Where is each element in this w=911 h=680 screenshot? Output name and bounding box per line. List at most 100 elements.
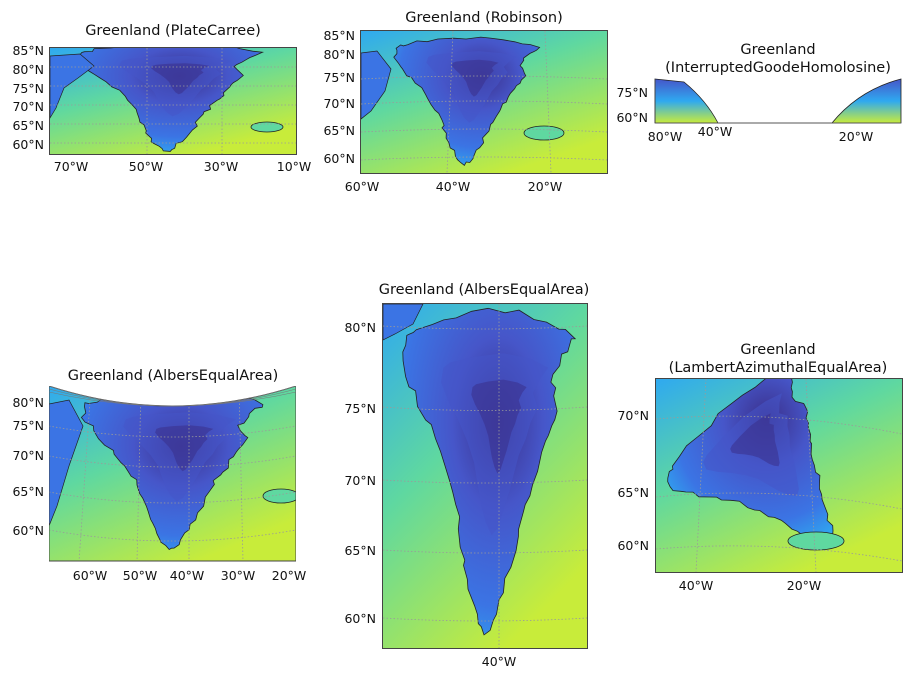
lon-tick-label: 40°W — [481, 654, 517, 669]
graticule-line — [136, 386, 142, 561]
map-clip-group — [49, 386, 296, 561]
panel-title-albers-wide: Greenland (AlbersEqualArea) — [67, 368, 279, 384]
iceland-landmass — [250, 121, 284, 133]
lon-tick-label: 50°W — [128, 159, 164, 174]
lat-tick-label: 65°N — [12, 118, 44, 133]
map-canvas — [383, 304, 587, 648]
lon-tick-label: 40°W — [697, 124, 733, 139]
graticule-line — [361, 75, 607, 80]
map-panel-platecarree — [49, 47, 297, 155]
lat-tick-label: 60°N — [12, 137, 44, 152]
lon-tick-label: 20°W — [271, 568, 307, 583]
map-panel-albers-wide — [49, 386, 296, 562]
graticule-line — [383, 479, 587, 484]
elevation-contour — [155, 425, 214, 472]
lon-tick-label: 40°W — [435, 179, 471, 194]
graticule-line — [238, 386, 244, 561]
graticule-line — [383, 549, 587, 554]
canadian-arctic-islands — [49, 399, 84, 527]
panel-title-goode-line2: (InterruptedGoodeHomolosine) — [665, 60, 891, 76]
map-panel-laea — [655, 378, 903, 573]
graticule-line — [805, 379, 817, 572]
lat-tick-label: 60°N — [12, 523, 44, 538]
lat-tick-label: 75°N — [12, 418, 44, 433]
iceland-landmass — [523, 125, 565, 141]
elevation-contour — [451, 59, 499, 97]
panel-title-laea-line1: Greenland — [740, 342, 816, 358]
lon-tick-label: 30°W — [220, 568, 256, 583]
panel-title-laea-line2: (LambertAzimuthalEqualArea) — [668, 360, 888, 376]
lat-tick-label: 80°N — [323, 47, 355, 62]
lat-tick-label: 75°N — [344, 401, 376, 416]
lat-tick-label: 65°N — [617, 485, 649, 500]
panel-title-platecarree: Greenland (PlateCarree) — [85, 23, 261, 39]
lat-tick-label: 65°N — [323, 123, 355, 138]
lon-tick-label: 10°W — [276, 159, 312, 174]
graticule-line — [383, 617, 587, 622]
lat-tick-label: 60°N — [617, 538, 649, 553]
graticule-line — [383, 406, 587, 411]
graticule-line — [656, 415, 902, 435]
lat-tick-label: 75°N — [616, 85, 648, 100]
map-panel-robinson — [360, 30, 608, 174]
lat-tick-label: 60°N — [344, 611, 376, 626]
lat-tick-label: 65°N — [12, 484, 44, 499]
lat-tick-label: 85°N — [12, 43, 44, 58]
lat-tick-label: 80°N — [12, 62, 44, 77]
lat-tick-label: 85°N — [323, 28, 355, 43]
map-canvas — [361, 31, 607, 173]
lat-tick-label: 70°N — [323, 96, 355, 111]
lon-tick-label: 60°W — [72, 568, 108, 583]
iceland-landmass — [787, 531, 845, 551]
lon-tick-label: 50°W — [122, 568, 158, 583]
projection-boundary — [49, 391, 296, 407]
lon-tick-label: 40°W — [678, 578, 714, 593]
lat-tick-label: 70°N — [344, 473, 376, 488]
graticule-line — [49, 529, 296, 542]
lat-tick-label: 75°N — [323, 70, 355, 85]
graticule-line — [361, 156, 607, 161]
lat-tick-label: 60°N — [616, 110, 648, 125]
graticule-line — [656, 545, 902, 562]
graticule-line — [446, 31, 454, 173]
goode-west-lobe — [654, 78, 719, 124]
lat-tick-label: 70°N — [12, 448, 44, 463]
canadian-arctic-islands — [361, 50, 392, 120]
elevation-contour — [730, 413, 780, 467]
lat-tick-label: 75°N — [12, 81, 44, 96]
lon-tick-label: 60°W — [344, 179, 380, 194]
graticule-line — [361, 100, 607, 105]
graticule-line — [544, 31, 552, 173]
iceland-landmass — [262, 488, 296, 504]
lon-tick-label: 20°W — [786, 578, 822, 593]
lat-tick-label: 80°N — [12, 395, 44, 410]
graticule-line — [78, 386, 92, 561]
panel-title-robinson: Greenland (Robinson) — [405, 10, 563, 26]
graticule-line — [49, 425, 296, 438]
lon-tick-label: 40°W — [169, 568, 205, 583]
map-canvas — [50, 48, 296, 154]
elevation-contour — [151, 63, 210, 95]
lon-tick-label: 20°W — [527, 179, 563, 194]
canadian-arctic-islands — [50, 53, 95, 119]
lon-tick-label: 80°W — [647, 129, 683, 144]
lat-tick-label: 70°N — [617, 408, 649, 423]
graticule-line — [361, 128, 607, 133]
goode-east-lobe — [831, 78, 902, 124]
lon-tick-label: 30°W — [203, 159, 239, 174]
lon-tick-label: 20°W — [838, 129, 874, 144]
graticule-line — [49, 455, 296, 468]
lat-tick-label: 60°N — [323, 151, 355, 166]
panel-title-goode-line1: Greenland — [740, 42, 816, 58]
graticule-line — [383, 325, 587, 330]
map-panel-albers-tall — [382, 303, 588, 649]
graticule-line — [656, 492, 902, 510]
map-canvas — [656, 379, 902, 572]
lat-tick-label: 70°N — [12, 99, 44, 114]
graticule-line — [695, 379, 707, 572]
map-panel-goode — [654, 78, 902, 124]
graticule-line — [49, 491, 296, 504]
lat-tick-label: 65°N — [344, 543, 376, 558]
lat-tick-label: 80°N — [344, 320, 376, 335]
